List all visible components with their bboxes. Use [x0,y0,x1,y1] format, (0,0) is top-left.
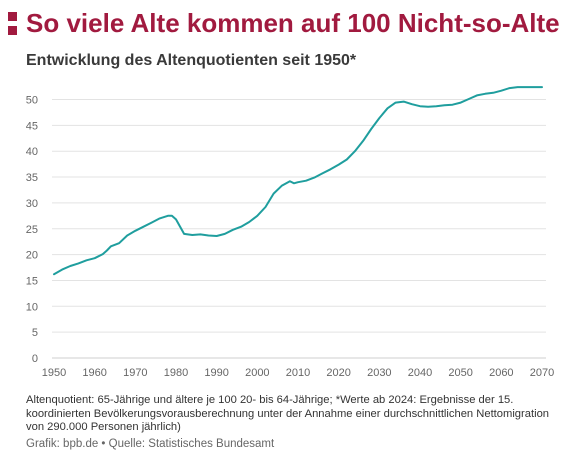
y-tick-label: 35 [26,172,38,184]
logo-square-top [8,12,17,21]
x-tick-label: 2050 [448,367,472,379]
x-tick-label: 1980 [164,367,188,379]
y-tick-label: 25 [26,224,38,236]
series-group [53,86,543,276]
logo-square-bottom [8,26,17,35]
grid-lines [52,99,546,359]
y-tick-label: 50 [26,95,38,107]
y-axis-tick-labels: 0 5 10 15 20 25 30 35 40 45 50 [26,95,38,365]
x-tick-label: 2060 [489,367,513,379]
x-tick-label: 2070 [530,367,554,379]
line-chart: 0 5 10 15 20 25 30 35 40 45 50 1950 1960 1970 1980 199… [26,86,554,379]
chart-subtitle: Entwicklung des Altenquotienten seit 195… [26,52,357,69]
footnote: Altenquotient: 65-Jährige und ältere je … [26,394,550,433]
x-tick-label: 1950 [42,367,66,379]
y-tick-label: 40 [26,146,38,158]
source-credit: Grafik: bpb.de • Quelle: Statistisches B… [26,438,275,450]
y-tick-label: 10 [26,301,38,313]
y-tick-label: 30 [26,198,38,210]
x-tick-label: 2020 [326,367,350,379]
x-tick-label: 2000 [245,367,269,379]
series-line [53,86,543,276]
page-title: So viele Alte kommen auf 100 Nicht-so-Al… [26,8,560,38]
y-tick-label: 45 [26,120,38,132]
y-tick-label: 5 [32,327,38,339]
x-tick-label: 1970 [123,367,147,379]
x-tick-label: 1960 [82,367,106,379]
x-axis-tick-labels: 1950 1960 1970 1980 1990 2000 2010 2020 2030 2040… [42,367,554,379]
title-row: So viele Alte kommen auf 100 Nicht-so-Al… [8,6,560,42]
x-tick-label: 1990 [204,367,228,379]
y-tick-label: 15 [26,275,38,287]
x-tick-label: 2040 [408,367,432,379]
bpb-square-logo-icon [8,12,18,36]
x-tick-label: 2030 [367,367,391,379]
y-tick-label: 20 [26,250,38,262]
x-tick-label: 2010 [286,367,310,379]
y-tick-label: 0 [32,353,38,365]
